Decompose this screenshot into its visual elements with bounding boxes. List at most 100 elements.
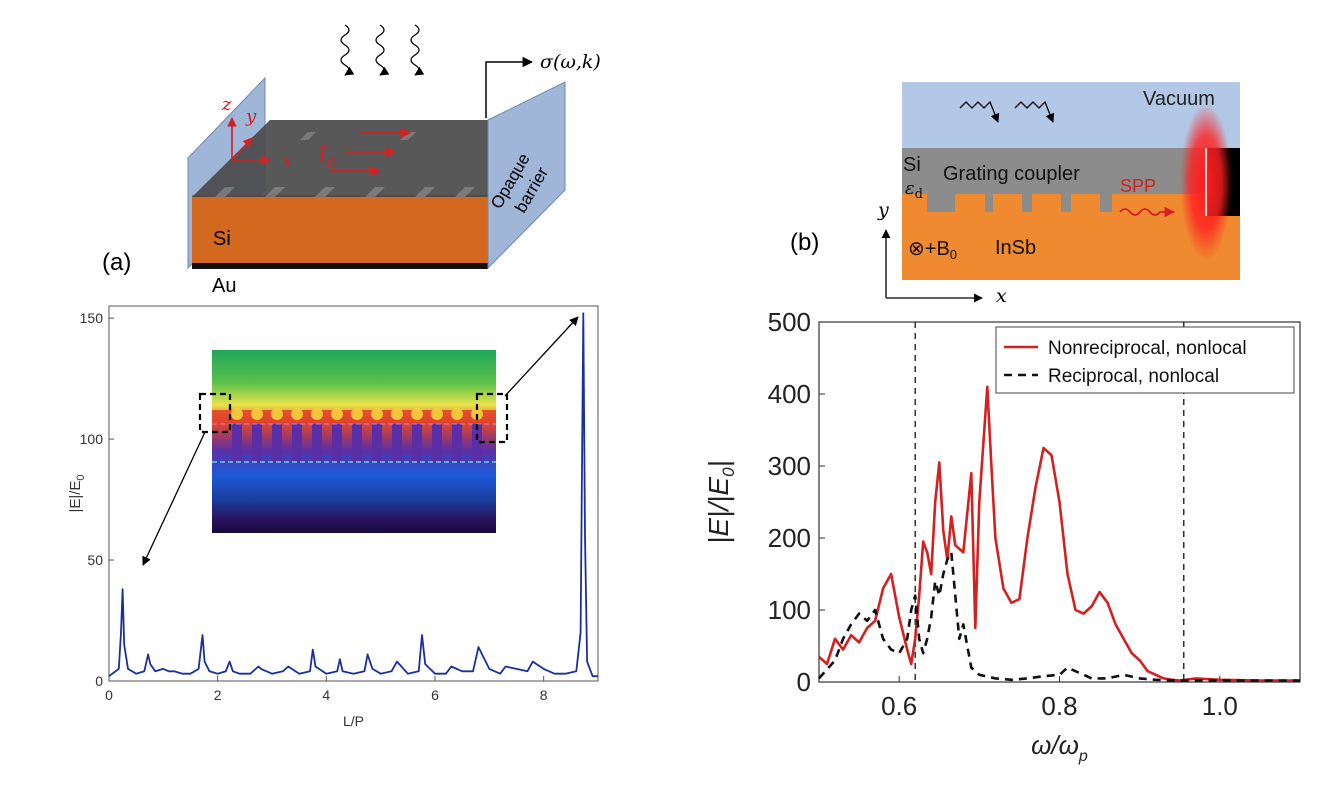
eps-subscript: d — [915, 187, 923, 202]
pillar-10 — [432, 424, 442, 462]
pillar-hotspot-4 — [311, 408, 323, 420]
eps-label: εd — [905, 178, 923, 202]
chart-b-ytick-label-5: 500 — [768, 307, 811, 337]
si-label-b: Si — [903, 154, 921, 176]
chart-a-ytick-label-0: 0 — [95, 673, 103, 689]
right-barrier — [487, 81, 566, 270]
chart-b-ytick-label-3: 300 — [768, 451, 811, 481]
chart-b-xlabel-sub: p — [1078, 748, 1088, 765]
pillar-hotspot-1 — [251, 408, 263, 420]
vacuum-region — [902, 82, 1240, 148]
current-arrows — [330, 127, 412, 177]
chart-b-xlabel-main: ω/ω — [1031, 730, 1079, 760]
chart-a-ylabel: |E|/E0 — [67, 474, 87, 512]
chart-b-series-line-0 — [818, 385, 1300, 682]
field-label: ⊗+B0 — [908, 238, 957, 262]
au-label: Au — [212, 275, 236, 297]
pillar-hotspot-7 — [371, 408, 383, 420]
pillar-hotspot-10 — [431, 408, 443, 420]
axis-x-label-b: x — [996, 285, 1007, 307]
chart-a-xlabel: L/P — [343, 713, 364, 729]
si-label-a: Si — [213, 228, 231, 250]
chart-b-ytick-label-0: 0 — [797, 667, 811, 697]
chart-b-ylabel-main: |E|/|E — [703, 477, 734, 544]
field-pillars — [212, 408, 496, 463]
pillar-8 — [392, 424, 402, 462]
pillar-7 — [372, 424, 382, 462]
insb-label: InSb — [995, 237, 1036, 259]
incident-waves — [340, 24, 425, 76]
hotspot-left — [198, 392, 232, 434]
chart-b-xtick-label-0: 0.6 — [881, 691, 917, 721]
schematic-a: Opaque barrier σ(ω,k) z y x I0 Si Au (a) — [102, 24, 601, 297]
chart-b-legend-label-0: Nonreciprocal, nonlocal — [1048, 338, 1247, 359]
chart-a-ylabel-main: |E|/E — [67, 481, 84, 513]
pillar-1 — [252, 424, 262, 462]
spp-label: SPP — [1120, 176, 1156, 196]
pillar-hotspot-2 — [271, 408, 283, 420]
axis-y-label-b: y — [877, 199, 889, 221]
pillar-hotspot-8 — [391, 408, 403, 420]
chart-b-series-line-1 — [818, 551, 1300, 682]
chart-a-xtick-label-4: 8 — [540, 687, 548, 703]
chart-a-xtick-label-1: 2 — [214, 687, 222, 703]
axes-triad-b — [881, 229, 983, 303]
pillar-11 — [452, 424, 462, 462]
axis-y-label: y — [245, 106, 257, 127]
pillar-hotspot-5 — [331, 408, 343, 420]
chart-b-legend-label-1: Reciprocal, nonlocal — [1048, 366, 1219, 387]
chart-b-legend — [995, 326, 1295, 394]
pillar-0 — [232, 424, 242, 462]
grating-b — [927, 194, 1112, 212]
sigma-label: σ(ω,k) — [540, 51, 601, 73]
chart-a-xtick-label-0: 0 — [105, 687, 113, 703]
pillar-hotspot-9 — [411, 408, 423, 420]
chart-b-ytick-label-4: 400 — [768, 379, 811, 409]
current-subscript: 0 — [327, 155, 336, 171]
field-symbol: ⊗+B — [908, 238, 950, 260]
chart-b-ylabel-sub: 0 — [719, 467, 738, 477]
axis-z-label: z — [221, 94, 232, 115]
pillar-2 — [272, 424, 282, 462]
chart-a-xtick-label-3: 6 — [431, 687, 439, 703]
grating-label: Grating coupler — [943, 163, 1080, 185]
au-layer — [192, 263, 488, 269]
hotspot-right — [475, 392, 509, 444]
vacuum-label: Vacuum — [1143, 88, 1215, 110]
pillar-hotspot-0 — [231, 408, 243, 420]
pillar-4 — [312, 424, 322, 462]
pillar-hotspot-6 — [351, 408, 363, 420]
incident-waves-b — [959, 100, 1055, 123]
pillar-3 — [292, 424, 302, 462]
field-subscript: 0 — [950, 247, 957, 262]
chart-a-frame — [108, 305, 599, 682]
si-block — [192, 195, 488, 263]
spp-wave — [1119, 206, 1176, 218]
axes-triad-a — [227, 117, 271, 165]
chart-b-ylabel-tail: | — [703, 460, 734, 467]
chart-b-xlabel: ω/ωp — [1031, 730, 1088, 765]
pointer-left — [142, 431, 206, 566]
pillar-12 — [472, 424, 482, 462]
chart-a-ytick-label-3: 150 — [80, 310, 104, 326]
chart-a-ytick-label-1: 50 — [87, 552, 103, 568]
pillar-5 — [332, 424, 342, 462]
eps-symbol: ε — [905, 178, 915, 199]
chart-a-series-line-0 — [108, 312, 598, 678]
pillar-hotspot-11 — [451, 408, 463, 420]
axis-x-label: x — [282, 150, 292, 171]
chart-b: 0.6 0.8 1.00100200300400500ω/ωp|E|/|E0|Non… — [703, 307, 1301, 765]
chart-b-ytick-label-2: 200 — [768, 523, 811, 553]
sigma-arrow — [485, 56, 534, 118]
chart-a-ylabel-sub: 0 — [75, 474, 87, 480]
pillar-9 — [412, 424, 422, 462]
chart-b-ylabel: |E|/|E0| — [703, 460, 738, 544]
panel-b-label: (b) — [790, 229, 819, 256]
current-symbol: I — [317, 143, 328, 168]
pointer-right — [504, 316, 579, 397]
pillar-hotspot-3 — [291, 408, 303, 420]
top-plate — [192, 120, 565, 197]
chart-a-xtick-label-2: 4 — [322, 687, 330, 703]
